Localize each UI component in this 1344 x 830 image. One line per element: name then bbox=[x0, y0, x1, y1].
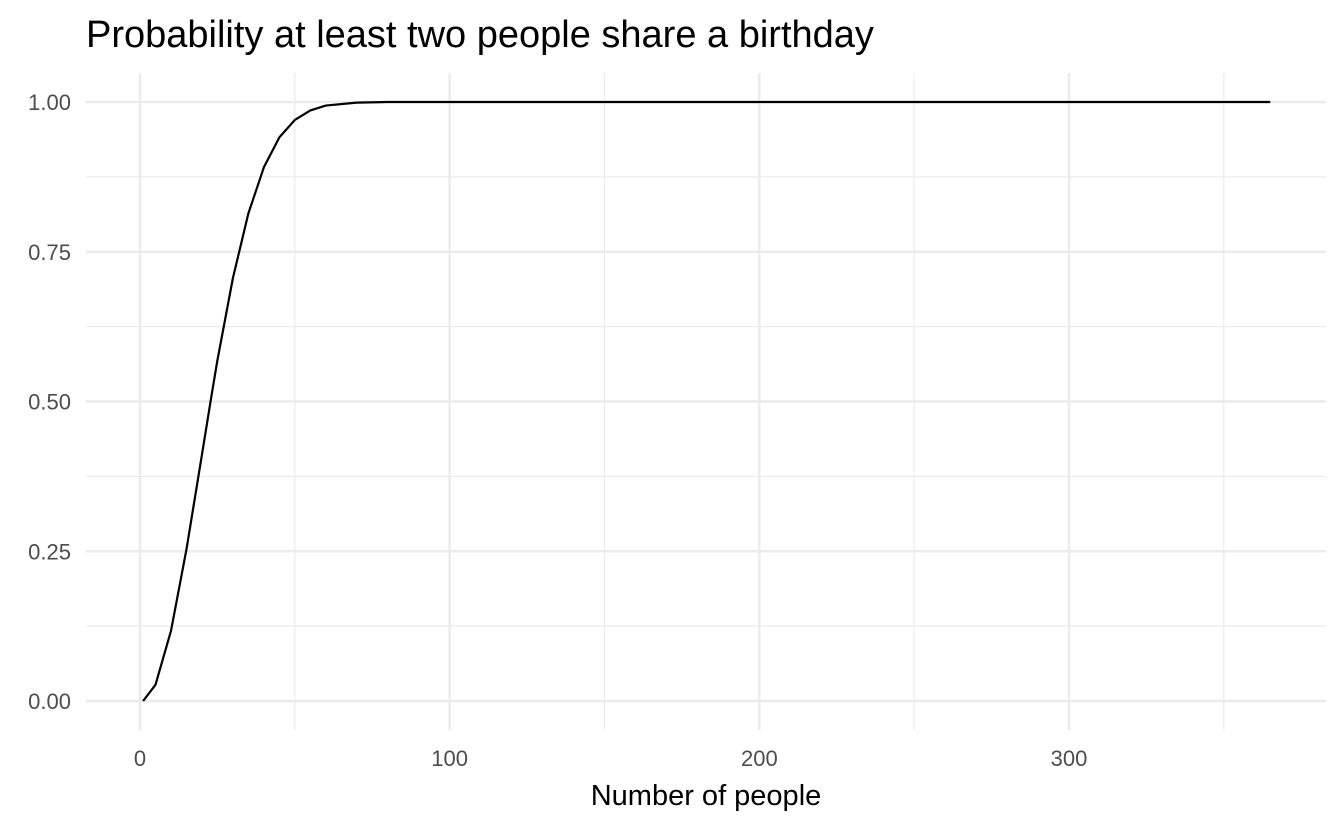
x-tick-label: 200 bbox=[741, 746, 778, 771]
series-layer bbox=[142, 100, 1271, 702]
chart-title: Probability at least two people share a … bbox=[86, 14, 874, 56]
y-tick-label: 0.75 bbox=[28, 240, 71, 265]
y-tick-label: 0.00 bbox=[28, 689, 71, 714]
x-tick-label: 100 bbox=[431, 746, 468, 771]
x-tick-label: 0 bbox=[134, 746, 146, 771]
x-axis: 0 100 200 300 bbox=[134, 746, 1087, 771]
x-axis-title: Number of people bbox=[591, 780, 822, 812]
y-tick-label: 0.50 bbox=[28, 390, 71, 415]
grid bbox=[86, 73, 1326, 730]
y-axis: 0.00 0.25 0.50 0.75 1.00 bbox=[28, 90, 71, 714]
y-tick-label: 0.25 bbox=[28, 539, 71, 564]
x-tick-label: 300 bbox=[1051, 746, 1088, 771]
y-tick-label: 1.00 bbox=[28, 90, 71, 115]
series-line bbox=[142, 100, 1271, 702]
